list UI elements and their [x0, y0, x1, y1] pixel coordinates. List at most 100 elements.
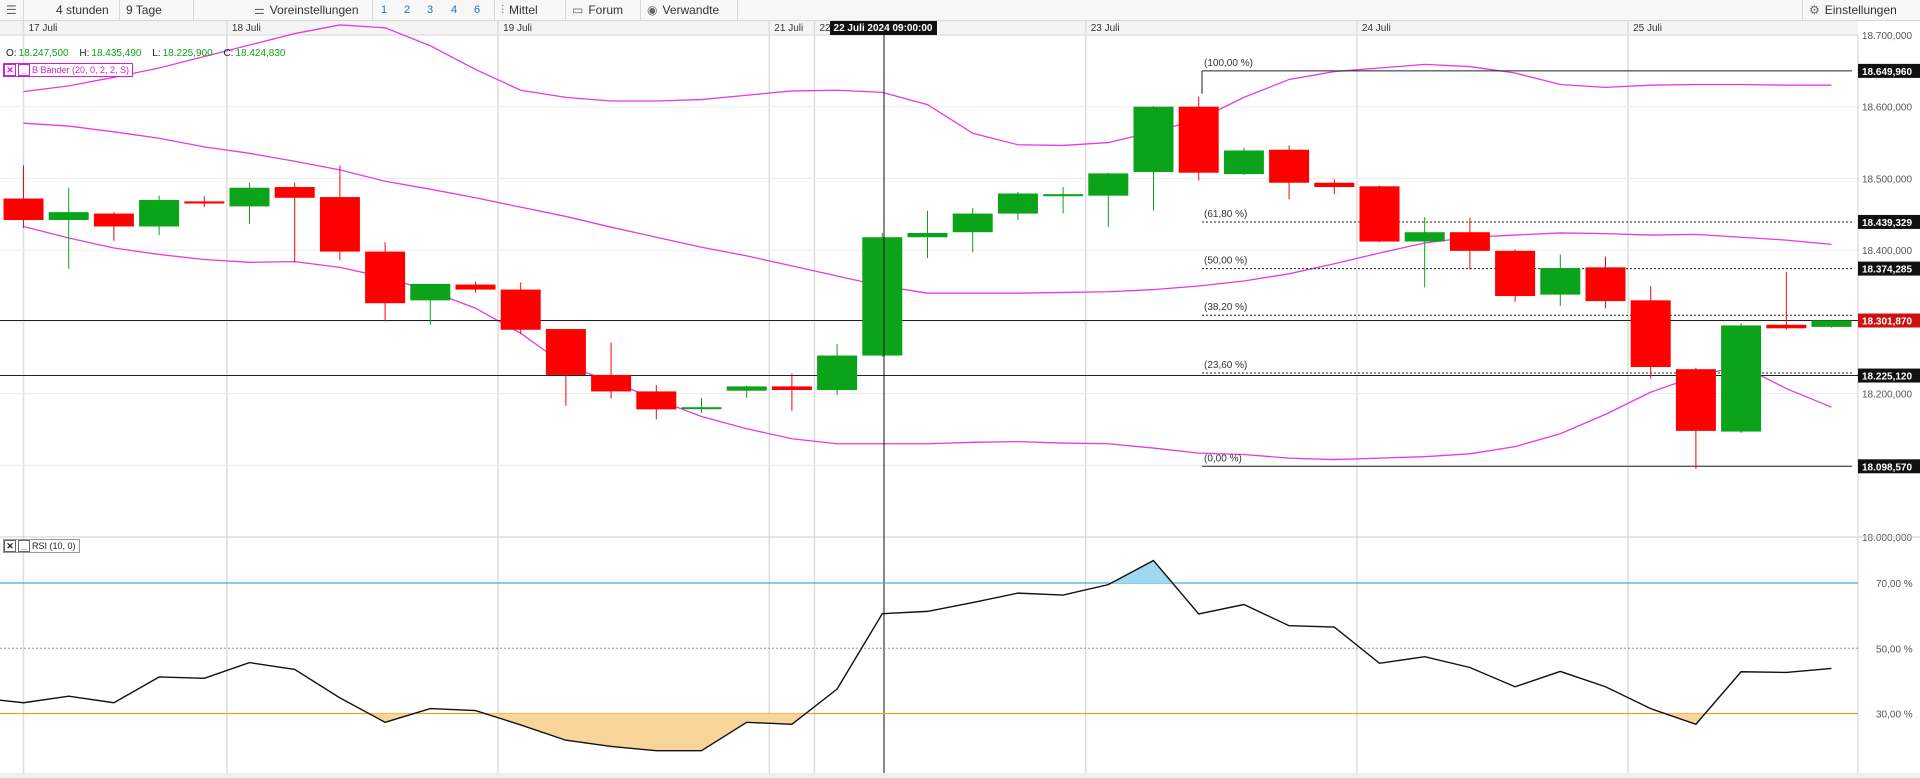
- price-tag-label: 18.098,570: [1862, 462, 1912, 473]
- forum-button[interactable]: ▭ Forum: [566, 0, 641, 20]
- date-label: 24 Juli: [1362, 23, 1391, 34]
- price-tag-bg: [1858, 459, 1920, 474]
- price-tag-label: 18.439,329: [1862, 218, 1912, 229]
- candle-body: [817, 355, 858, 390]
- rsi-tick-label: 70,00 %: [1876, 579, 1913, 590]
- rsi-oversold-fill: [368, 713, 415, 723]
- price-tag-label: 18.374,285: [1862, 265, 1912, 276]
- interval-select[interactable]: 4 stunden: [50, 0, 120, 20]
- candle-body: [93, 213, 134, 227]
- ohlc-high: 18.435,490: [91, 48, 142, 59]
- candle-body: [1178, 106, 1219, 173]
- ohlc-h-label: H:: [79, 48, 90, 59]
- price-tick-label: 18.200,000: [1862, 390, 1912, 401]
- sliders-icon: ⚌: [254, 3, 265, 17]
- rsi-legend: ✕ _ RSI (10, 0): [3, 539, 80, 553]
- rsi-close-button[interactable]: ✕: [4, 540, 16, 552]
- candle-body: [1314, 182, 1355, 188]
- price-tick-label: 18.500,000: [1862, 174, 1912, 185]
- presets-label: Voreinstellungen: [269, 3, 359, 17]
- candle-body: [1721, 325, 1762, 432]
- candle-body: [907, 232, 948, 238]
- verwandte-button[interactable]: ◉ Verwandte: [641, 0, 738, 20]
- price-tag-label: 18.225,120: [1862, 372, 1912, 383]
- candle-body: [139, 199, 180, 227]
- price-tag-bg: [1858, 261, 1920, 276]
- date-label: 18 Juli: [232, 23, 261, 34]
- toolbar: ☰ 4 stunden 9 Tage ⚌ Voreinstellungen 1 2…: [0, 0, 1920, 21]
- ohlc-close: 18.424,830: [235, 48, 286, 59]
- bb-legend-label: B Bänder (20, 0, 2, 2, S): [32, 65, 130, 75]
- fib-level-label: (0,00 %): [1204, 453, 1242, 464]
- candle-body: [1585, 267, 1626, 302]
- menu-icon[interactable]: ☰: [0, 0, 24, 20]
- fib-level-label: (61,80 %): [1204, 209, 1247, 220]
- crosshair-date-bg: [830, 21, 937, 35]
- chart-background: [0, 21, 1920, 778]
- candle-body: [681, 407, 722, 410]
- candle-body: [545, 329, 586, 375]
- presets-button[interactable]: ⚌ Voreinstellungen: [248, 0, 373, 20]
- candle-body: [1088, 173, 1129, 196]
- quick-6[interactable]: 6: [474, 4, 481, 16]
- candle-body: [1359, 186, 1400, 242]
- bollinger-legend: ✕ _ B Bänder (20, 0, 2, 2, S): [3, 63, 134, 77]
- forum-label: Forum: [588, 3, 624, 17]
- candle-body: [1811, 320, 1852, 327]
- ohlc-open: 18.247,500: [18, 48, 69, 59]
- fib-level-label: (50,00 %): [1204, 256, 1247, 267]
- candle-body: [1449, 232, 1490, 251]
- quick-2[interactable]: 2: [404, 4, 411, 16]
- range-select[interactable]: 9 Tage: [120, 0, 194, 20]
- mittel-label: Mittel: [509, 3, 538, 17]
- settings-button[interactable]: ⚙ Einstellungen: [1802, 0, 1920, 20]
- price-tag-bg: [1858, 214, 1920, 229]
- ohlc-c-label: C:: [223, 48, 234, 59]
- fib-level-label: (100,00 %): [1204, 58, 1253, 69]
- bottom-strip: [0, 773, 1920, 778]
- quick-4[interactable]: 4: [451, 4, 458, 16]
- bollinger-middle-line: [23, 122, 1832, 294]
- candle-body: [1630, 300, 1671, 368]
- price-tick-label: 18.600,000: [1862, 103, 1912, 114]
- bb-close-button[interactable]: ✕: [4, 64, 16, 76]
- rsi-oversold-fill: [484, 713, 806, 751]
- candle-body: [274, 187, 315, 198]
- price-tag-label: 18.301,870: [1862, 317, 1912, 328]
- candle-body: [365, 251, 406, 304]
- ohlc-l-label: L:: [152, 48, 161, 59]
- candle-body: [1540, 268, 1581, 295]
- rsi-legend-label: RSI (10, 0): [32, 541, 76, 551]
- candles-icon: ⫶: [501, 3, 505, 17]
- rsi-overbought-fill: [1111, 560, 1173, 583]
- fib-level-label: (23,60 %): [1204, 360, 1247, 371]
- rsi-line: [0, 559, 1832, 752]
- rsi-tick-label: 30,00 %: [1876, 710, 1913, 721]
- candle-body: [591, 374, 632, 392]
- date-label: 17 Juli: [29, 23, 58, 34]
- candle-body: [636, 391, 677, 410]
- price-tick-label: 18.400,000: [1862, 246, 1912, 257]
- candle-body: [1404, 232, 1445, 242]
- quick-3[interactable]: 3: [427, 4, 434, 16]
- candle-body: [862, 237, 903, 356]
- rsi-minimize-button[interactable]: _: [18, 540, 30, 552]
- gear-icon: ⚙: [1809, 3, 1820, 17]
- mittel-button[interactable]: ⫶ Mittel: [494, 0, 566, 20]
- candle-body: [48, 212, 89, 221]
- price-tag-bg: [1858, 368, 1920, 383]
- date-label: 19 Juli: [503, 23, 532, 34]
- candle-body: [1133, 106, 1174, 172]
- candle-body: [952, 213, 993, 233]
- candle-body: [1495, 250, 1536, 297]
- candle-body: [455, 284, 496, 290]
- ohlc-readout: O: 18.247,500 H: 18.435,490 L: 18.225,900 C…: [6, 48, 294, 59]
- bb-minimize-button[interactable]: _: [18, 64, 30, 76]
- quick-1[interactable]: 1: [381, 4, 388, 16]
- candle-body: [184, 201, 225, 204]
- ohlc-o-label: O:: [6, 48, 17, 59]
- candle-body: [500, 289, 541, 330]
- date-label: 23 Juli: [1091, 23, 1120, 34]
- candle-body: [229, 187, 270, 207]
